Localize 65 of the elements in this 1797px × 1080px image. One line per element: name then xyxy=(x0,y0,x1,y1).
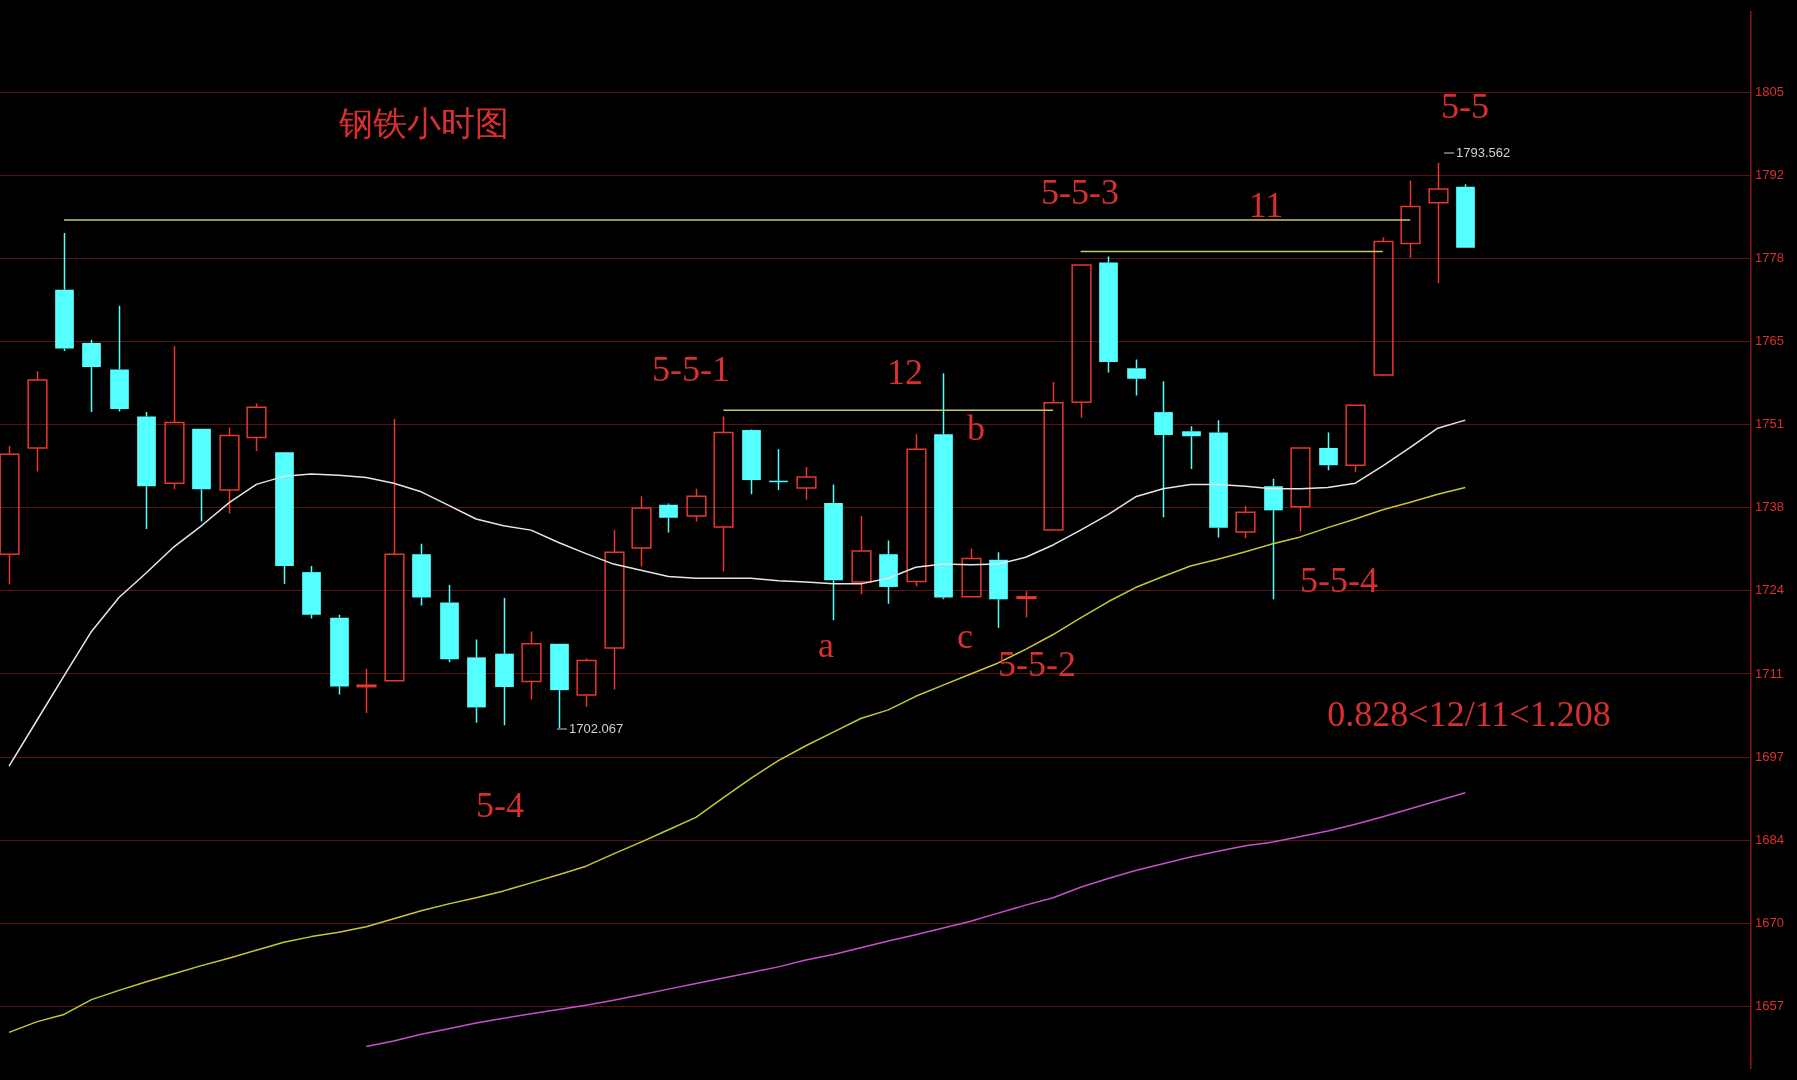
y-tick-label: 1778 xyxy=(1755,249,1784,265)
y-tick-label: 1765 xyxy=(1755,333,1784,349)
candlestick xyxy=(550,643,569,729)
y-tick-label: 1792 xyxy=(1755,166,1784,182)
y-tick-label: 1724 xyxy=(1755,582,1784,598)
annotation: 1793.562 xyxy=(1456,144,1511,160)
candlestick xyxy=(713,415,734,573)
candlestick xyxy=(631,495,652,568)
annotation: 5-5-3 xyxy=(1041,172,1119,213)
candlestick xyxy=(192,428,211,523)
candlestick xyxy=(1400,179,1421,259)
candlestick xyxy=(27,370,48,473)
y-tick-label: 1738 xyxy=(1755,499,1784,515)
candlestick xyxy=(824,483,843,622)
annotation: 5-5-2 xyxy=(998,644,1076,685)
candlestick xyxy=(110,305,129,413)
candlestick xyxy=(1290,447,1311,533)
annotation: 5-5-4 xyxy=(1300,560,1378,601)
y-tick-label: 1805 xyxy=(1755,83,1784,99)
candlestick xyxy=(521,630,542,701)
candlestick xyxy=(906,433,927,588)
y-tick-label: 1711 xyxy=(1755,665,1783,681)
candlestick xyxy=(440,584,459,664)
annotation: 1702.067 xyxy=(569,720,624,736)
candlestick xyxy=(137,411,156,530)
annotation: 5-5-1 xyxy=(652,349,730,390)
candlestick xyxy=(1264,478,1283,601)
annotation: 5-5 xyxy=(1441,86,1489,127)
candlestick xyxy=(495,597,514,727)
annotation: b xyxy=(967,408,985,449)
candlestick xyxy=(1016,590,1037,618)
candlestick xyxy=(851,515,872,596)
candlestick xyxy=(467,638,486,724)
annotation: 12 xyxy=(887,352,923,393)
annotation: 0.828<12/11<1.208 xyxy=(1327,694,1611,735)
y-tick-label: 1670 xyxy=(1755,914,1784,930)
candlestick xyxy=(934,372,953,601)
candlestick xyxy=(1154,380,1173,518)
annotation: 5-4 xyxy=(476,785,524,826)
candlestick xyxy=(0,445,20,586)
candlestick xyxy=(412,542,431,607)
annotation: c xyxy=(957,616,973,657)
y-tick-label: 1751 xyxy=(1755,416,1784,432)
candlestick xyxy=(1319,431,1338,471)
candlestick xyxy=(604,529,625,691)
annotation: a xyxy=(818,625,835,666)
candlestick xyxy=(796,466,817,501)
candlestick xyxy=(82,339,101,413)
y-tick-label: 1657 xyxy=(1755,998,1784,1013)
candlestick xyxy=(989,551,1008,629)
text: 钢铁小时图 xyxy=(338,104,509,142)
candlestick xyxy=(1043,381,1064,531)
candlestick xyxy=(164,345,185,491)
y-tick-label: 1684 xyxy=(1755,831,1784,847)
candlestick xyxy=(879,539,898,605)
candlestick xyxy=(356,668,377,714)
candlestick xyxy=(1428,162,1449,284)
candlestick xyxy=(1182,425,1201,470)
candlestick xyxy=(1209,419,1228,539)
candlestick xyxy=(1127,358,1146,397)
y-tick-label: 1697 xyxy=(1755,748,1784,764)
annotation: 11 xyxy=(1248,185,1284,226)
candlestick xyxy=(55,232,74,352)
candlestick xyxy=(384,418,405,682)
candlestick xyxy=(219,426,240,515)
